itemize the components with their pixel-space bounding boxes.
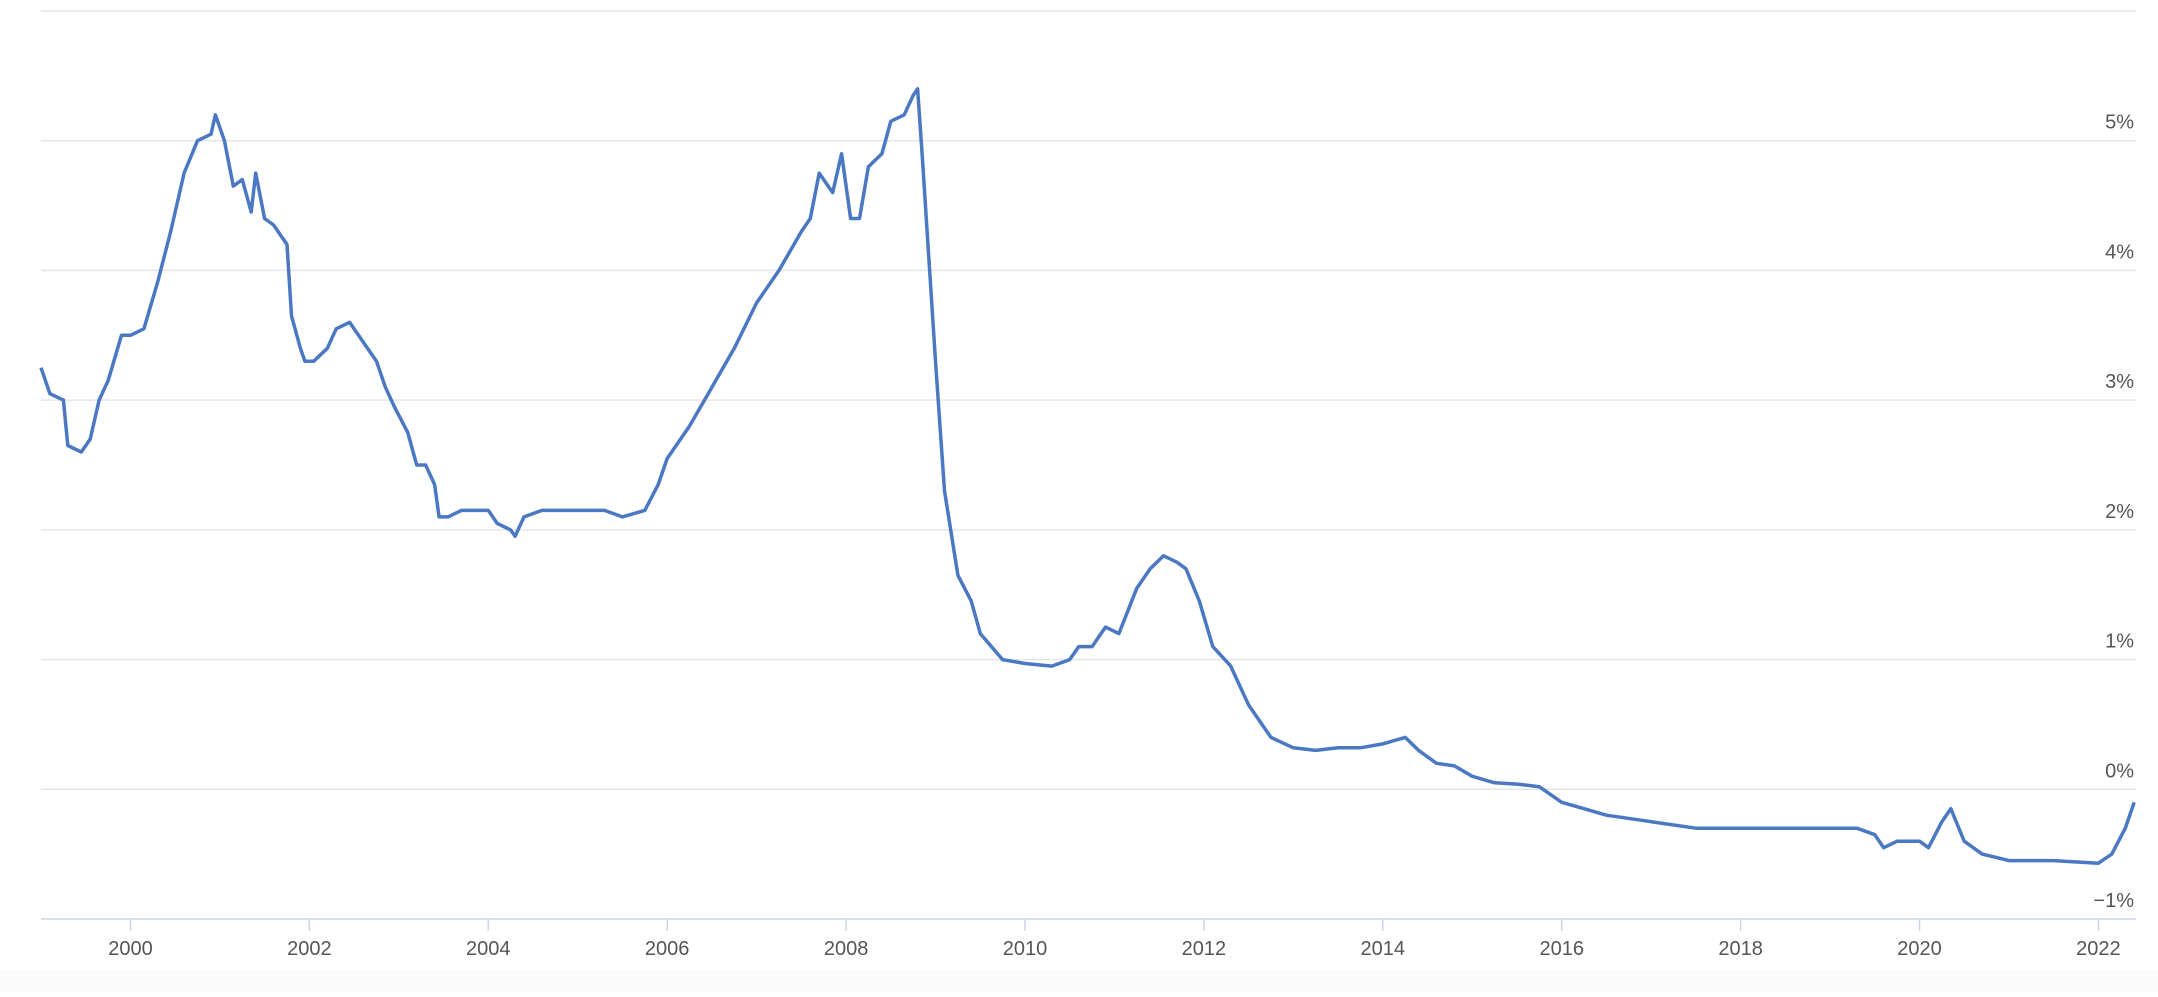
x-tick-label: 2016 xyxy=(1539,938,1584,960)
y-tick-label: 2% xyxy=(2105,501,2134,523)
series-line xyxy=(39,87,2136,865)
x-tick-label: 2010 xyxy=(1003,938,1048,960)
x-tick-label: 2018 xyxy=(1718,938,1763,960)
y-tick-label: 3% xyxy=(2105,371,2134,393)
x-tick-label: 2006 xyxy=(645,938,690,960)
y-tick-label: 5% xyxy=(2105,112,2134,134)
x-tick-label: 2008 xyxy=(824,938,869,960)
x-tick-label: 2014 xyxy=(1361,938,1406,960)
x-tick-label: 2002 xyxy=(287,938,332,960)
y-tick-label: 4% xyxy=(2105,241,2134,263)
y-tick-label: 0% xyxy=(2105,760,2134,782)
x-tick-label: 2000 xyxy=(108,938,153,960)
x-tick-label: 2012 xyxy=(1182,938,1227,960)
footer-band xyxy=(0,970,2158,992)
x-tick-label: 2004 xyxy=(466,938,511,960)
x-tick-label: 2022 xyxy=(2076,938,2121,960)
y-tick-label: −1% xyxy=(2093,890,2134,912)
y-tick-label: 1% xyxy=(2105,631,2134,653)
x-tick-label: 2020 xyxy=(1897,938,1942,960)
